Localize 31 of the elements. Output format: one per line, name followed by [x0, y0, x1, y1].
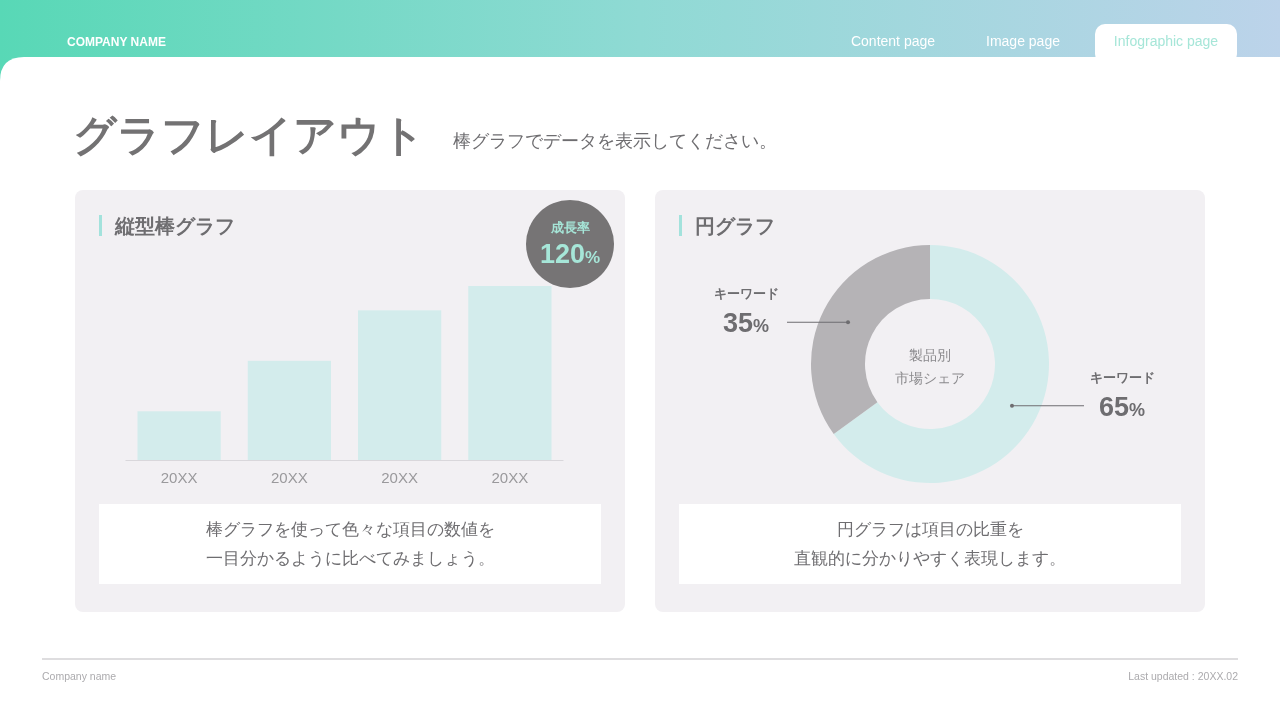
text: 120%: [539, 239, 601, 269]
text: グラフレイアウト: [73, 112, 425, 159]
bar: [468, 286, 552, 460]
slice-label: キーワード: [713, 286, 779, 302]
x-tick-label: 20XX: [381, 469, 418, 486]
chart-title: 円グラフ: [695, 215, 775, 237]
text: 棒グラフを使って色々な項目の数値を: [205, 520, 495, 539]
text: Company name: [42, 670, 117, 682]
bar: [137, 411, 221, 460]
bar: [247, 360, 331, 460]
bar: [358, 310, 442, 460]
text: 成長率: [549, 220, 590, 235]
text: 製品別: [909, 347, 951, 363]
text: 棒グラフでデータを表示してください。: [453, 131, 777, 151]
text: Infographic page: [1113, 33, 1219, 49]
chart-title: 縦型棒グラフ: [114, 215, 235, 237]
donut-slice: [833, 245, 1049, 483]
x-tick-label: 20XX: [160, 469, 198, 486]
text: 直観的に分かりやすく表現します。: [794, 549, 1066, 568]
text: Last updated : 20XX.02: [1128, 670, 1239, 682]
text: Image page: [986, 33, 1061, 49]
x-tick-label: 20XX: [271, 469, 308, 486]
data-label: 35%: [722, 308, 770, 339]
text: 一目分かるように比べてみましょう。: [205, 549, 495, 568]
x-tick-label: 20XX: [491, 469, 529, 486]
text: 円グラフは項目の比重を: [836, 520, 1024, 539]
text: 市場シェア: [895, 370, 965, 386]
text: Content page: [850, 33, 936, 49]
data-label: 65%: [1098, 391, 1146, 422]
text: COMPANY NAME: [67, 35, 166, 49]
slice-label: キーワード: [1089, 369, 1155, 385]
